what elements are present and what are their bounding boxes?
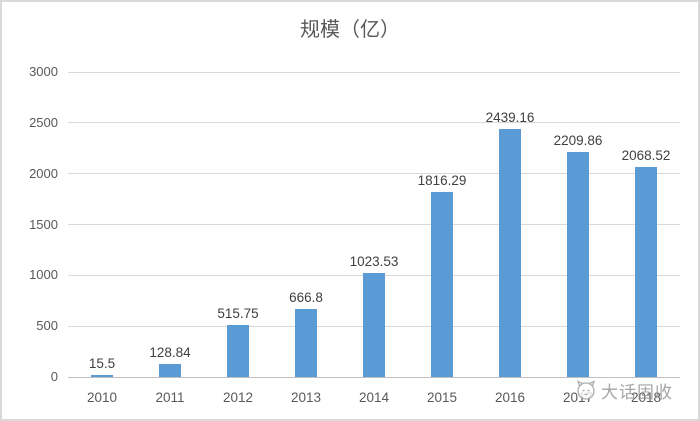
- bar-2018: [635, 166, 657, 377]
- x-tick-label-2015: 2015: [426, 390, 458, 405]
- y-tick-label: 1500: [29, 216, 58, 232]
- mascot-face-icon: [576, 380, 596, 400]
- watermark-text: 大话固收: [601, 382, 673, 402]
- bar-value-label-2018: 2068.52: [621, 147, 671, 163]
- y-tick-label: 2500: [29, 114, 58, 130]
- gridline: [68, 122, 680, 124]
- bar-2014: [363, 272, 385, 377]
- bar-2017: [567, 152, 589, 377]
- bar-value-label-2014: 1023.53: [349, 253, 399, 269]
- y-tick-label: 500: [36, 318, 58, 334]
- x-tick-label-2014: 2014: [358, 390, 390, 405]
- bar-value-label-2015: 1816.29: [417, 173, 467, 189]
- gridline: [68, 71, 680, 73]
- x-tick-label-2012: 2012: [222, 390, 254, 405]
- y-tick-label: 1000: [29, 267, 58, 283]
- bar-2016: [499, 129, 521, 377]
- bar-2015: [431, 192, 453, 377]
- chart-title: 规模（亿）: [300, 19, 400, 41]
- x-tick-label-2013: 2013: [290, 390, 322, 405]
- x-tick-label-2011: 2011: [155, 390, 185, 405]
- y-tick-label: 0: [50, 369, 58, 384]
- bar-value-label-2010: 15.5: [88, 356, 116, 372]
- x-tick-label-2018: 2018: [630, 390, 662, 405]
- x-tick-label-2010: 2010: [86, 390, 118, 405]
- x-tick-label-2016: 2016: [494, 390, 526, 405]
- bar-2013: [295, 309, 317, 377]
- bar-2010: [91, 375, 113, 377]
- y-tick-label: 3000: [29, 64, 58, 79]
- bar-value-label-2011: 128.84: [149, 344, 191, 360]
- bar-value-label-2012: 515.75: [217, 305, 259, 321]
- x-axis-line: [68, 376, 680, 378]
- gridline: [68, 173, 680, 175]
- bar-value-label-2013: 666.8: [289, 290, 323, 306]
- bar-value-label-2017: 2209.86: [553, 133, 603, 149]
- bar-2012: [227, 324, 249, 377]
- watermark: 大话固收: [574, 377, 673, 403]
- y-tick-label: 2000: [29, 165, 58, 181]
- bar-2011: [159, 363, 181, 377]
- gridline: [68, 224, 680, 225]
- bar-value-label-2016: 2439.16: [485, 110, 535, 126]
